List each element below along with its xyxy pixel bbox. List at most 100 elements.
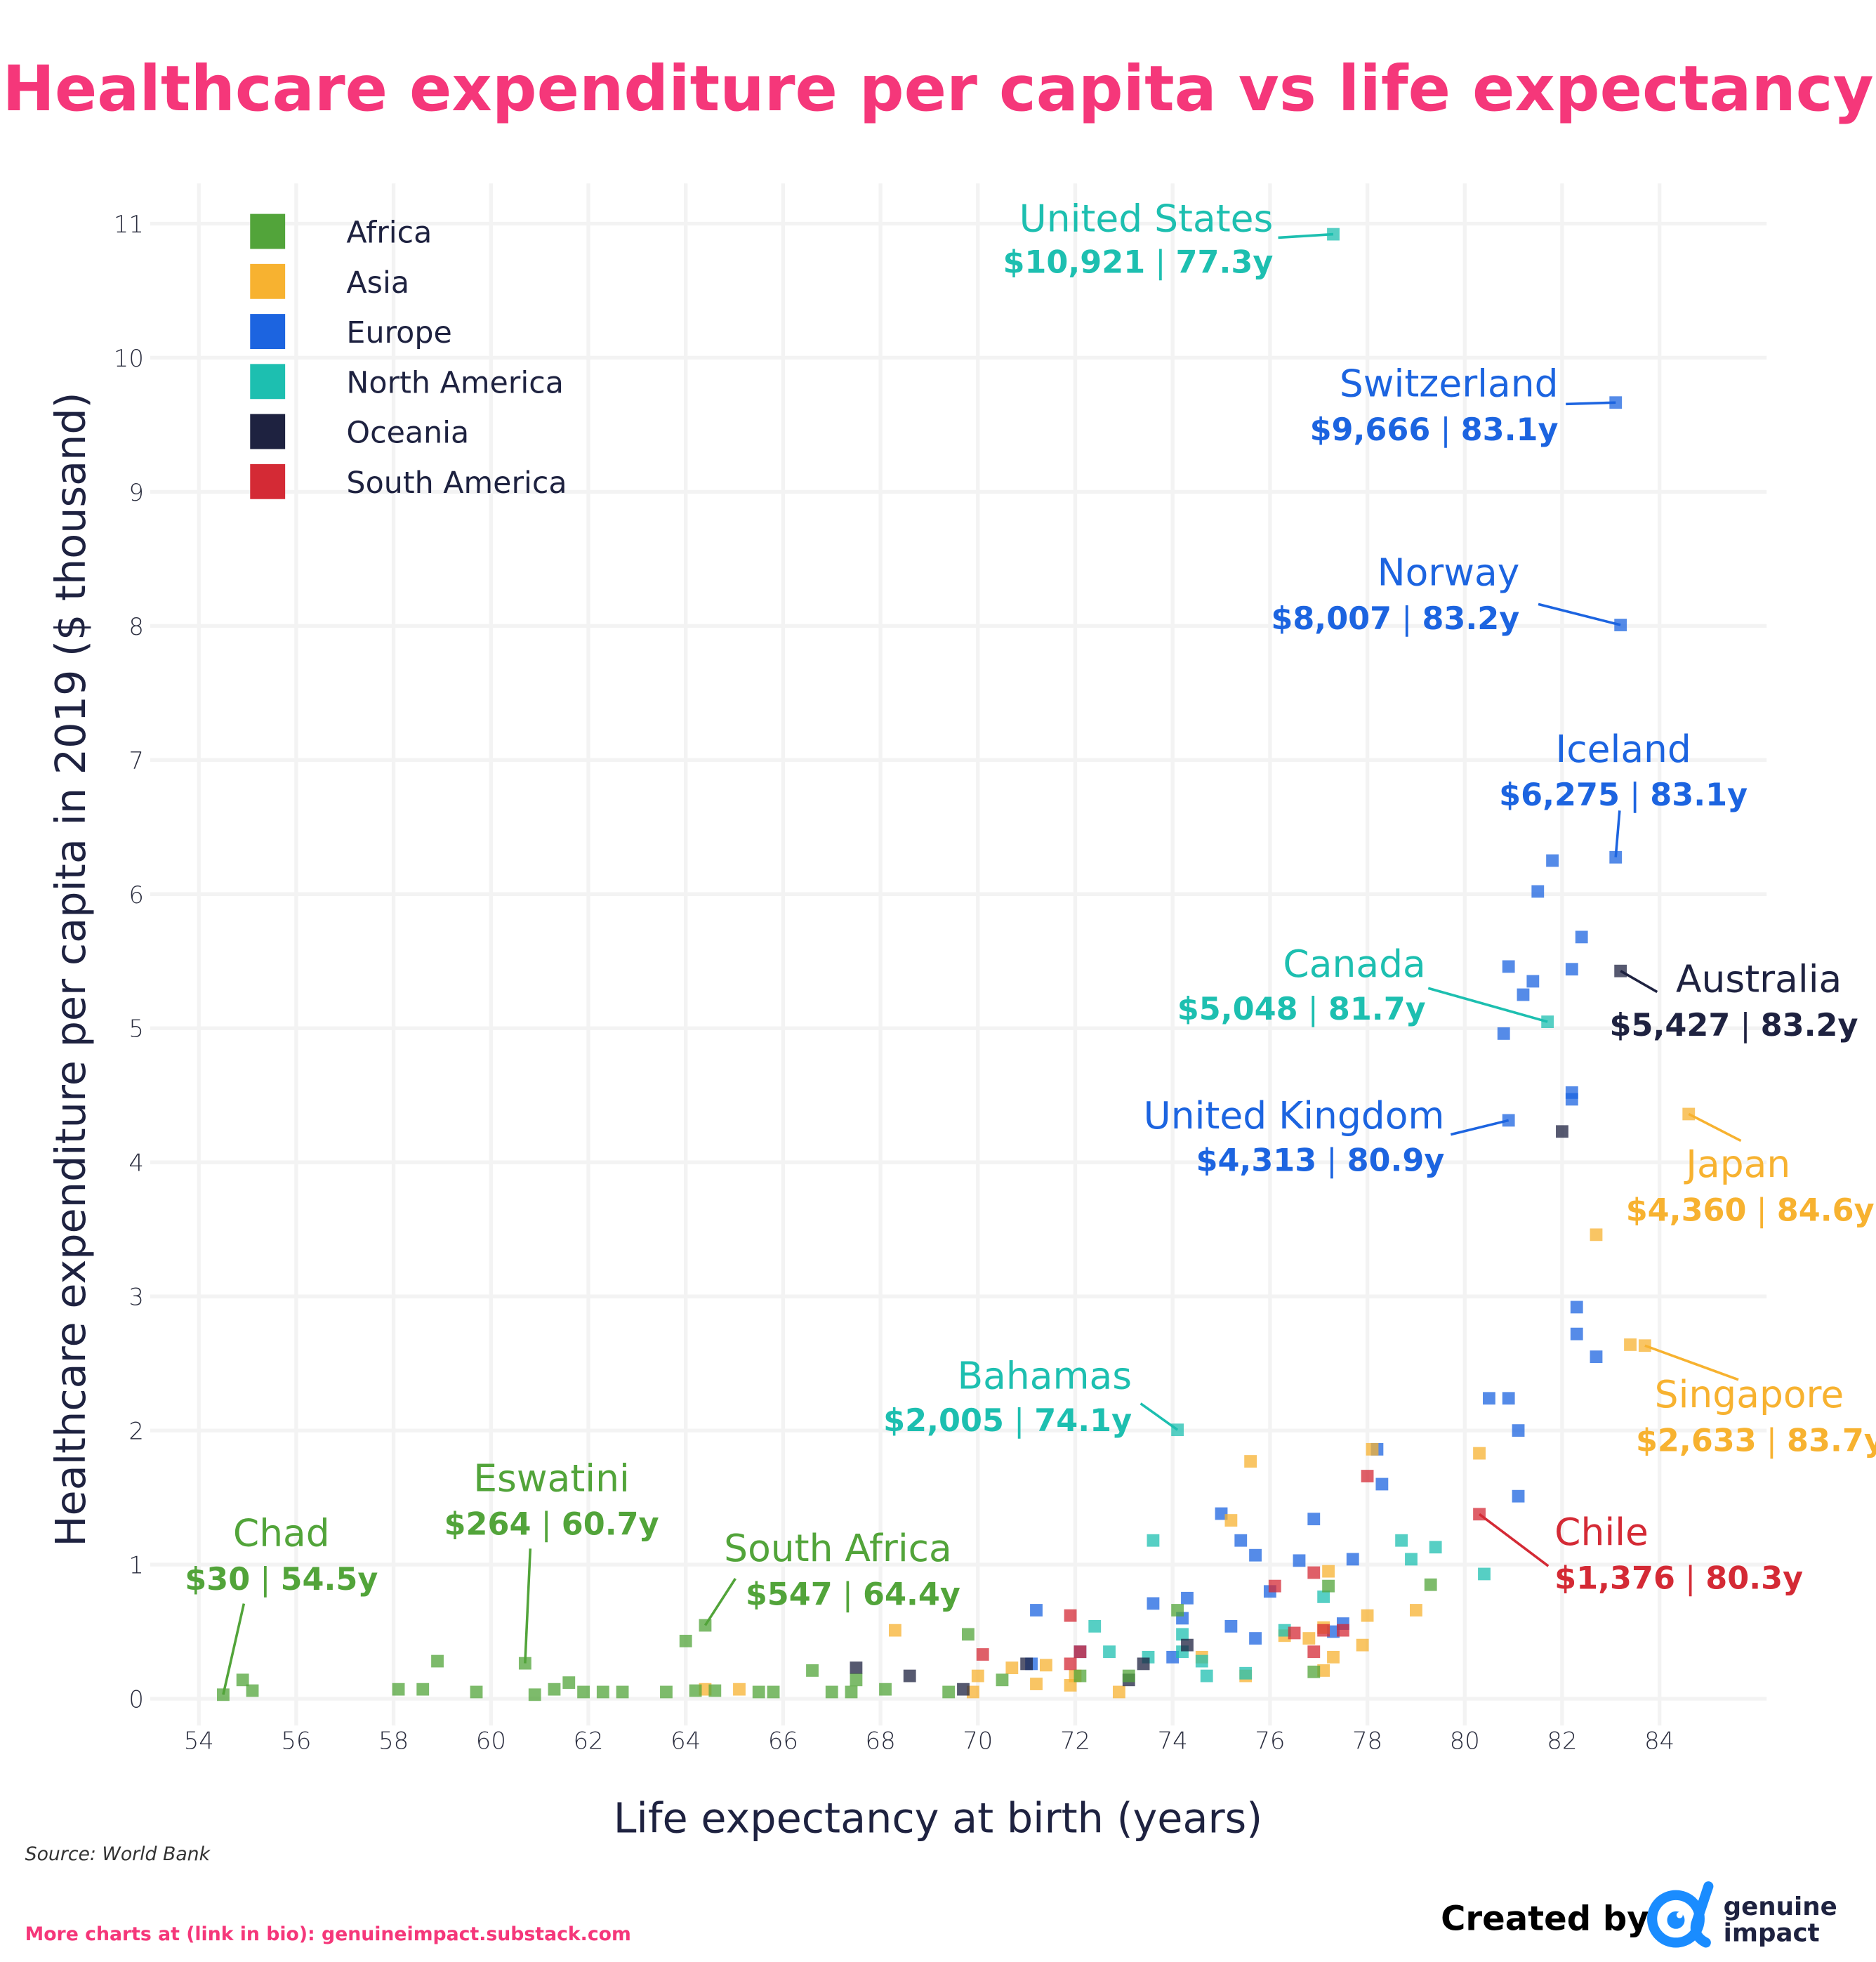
legend-label: South America <box>346 466 567 501</box>
annotation-values: $6,275 | 83.1y <box>1499 777 1748 813</box>
y-axis-label: Healthcare expenditure per capita in 201… <box>46 392 95 1546</box>
annotation-years: 83.2y <box>1422 600 1519 637</box>
y-tick-label: 10 <box>114 345 144 372</box>
x-tick-label: 74 <box>1158 1727 1188 1754</box>
annotation-iceland: Iceland $6,275 | 83.1y <box>1499 727 1748 857</box>
legend-swatch-south-america <box>250 463 286 499</box>
data-point-africa <box>528 1688 541 1701</box>
data-point-north-america <box>1088 1620 1102 1633</box>
annotation-leader-line <box>524 1548 532 1664</box>
annotation-canada: Canada $5,048 | 81.7y <box>1177 942 1548 1027</box>
annotation-separator: | <box>531 1506 561 1543</box>
data-point-oceania <box>850 1661 863 1675</box>
data-point-europe <box>1526 975 1540 988</box>
annotation-spend: $10,921 <box>1003 244 1145 280</box>
annotation-values: $4,360 | 84.6y <box>1626 1192 1875 1229</box>
y-tick-label: 2 <box>128 1418 144 1445</box>
annotation-spend: $6,275 <box>1499 777 1620 813</box>
data-point-africa <box>845 1685 858 1699</box>
data-point-south-america <box>1074 1645 1087 1659</box>
data-point-africa <box>942 1685 956 1699</box>
data-point-asia <box>1322 1565 1335 1578</box>
x-axis-ticks: 54 56 58 60 62 64 66 68 70 72 74 76 78 80 82 84 <box>184 1727 1674 1754</box>
annotation-country-name: Iceland <box>1555 727 1691 771</box>
data-point-europe <box>1147 1597 1160 1610</box>
annotation-years: 80.3y <box>1705 1560 1803 1596</box>
data-point-africa <box>1322 1579 1335 1593</box>
data-point-africa <box>548 1683 561 1696</box>
data-point-europe <box>1546 854 1559 867</box>
annotation-leader-line <box>1614 810 1621 857</box>
data-point-africa <box>392 1683 405 1696</box>
x-axis-label: Life expectancy at birth (years) <box>614 1794 1262 1843</box>
y-tick-label: 9 <box>128 479 144 506</box>
data-point-oceania <box>1020 1657 1033 1671</box>
data-point-africa <box>1074 1669 1087 1683</box>
x-tick-label: 54 <box>184 1727 214 1754</box>
data-point-europe <box>1293 1554 1306 1567</box>
data-point-africa <box>699 1619 712 1632</box>
annotation-leader-line <box>1478 1513 1550 1567</box>
data-point-south-america <box>1268 1579 1281 1593</box>
data-point-africa <box>416 1683 430 1696</box>
data-point-asia <box>1356 1638 1369 1652</box>
data-point-south-america <box>1307 1645 1321 1659</box>
data-point-asia <box>1302 1632 1316 1645</box>
annotation-values: $264 | 60.7y <box>444 1506 659 1543</box>
gridlines <box>150 183 1767 1726</box>
data-point-asia <box>1224 1514 1238 1527</box>
annotation-spend: $5,427 <box>1610 1007 1731 1043</box>
data-point-africa <box>1424 1578 1437 1591</box>
data-point-europe <box>1375 1477 1389 1491</box>
data-point-europe <box>1590 1350 1603 1363</box>
data-point-asia <box>888 1624 901 1637</box>
legend: Africa Asia Europe North America Oceania… <box>250 213 567 501</box>
y-tick-label: 1 <box>128 1552 144 1579</box>
annotation-country-name: Australia <box>1676 957 1842 1001</box>
annotation-spend: $2,005 <box>883 1402 1004 1439</box>
data-point-asia <box>1590 1228 1603 1242</box>
annotation-spend: $1,376 <box>1554 1560 1675 1596</box>
annotation-years: 77.3y <box>1176 244 1274 280</box>
y-tick-label: 5 <box>128 1015 144 1043</box>
data-point-south-america <box>1288 1626 1301 1640</box>
x-tick-label: 72 <box>1060 1727 1090 1754</box>
data-point-europe <box>1215 1507 1228 1520</box>
data-point-europe <box>1327 1625 1340 1638</box>
x-tick-label: 60 <box>476 1727 506 1754</box>
data-point-north-america <box>1195 1654 1208 1668</box>
annotation-values: $30 | 54.5y <box>185 1561 378 1598</box>
created-by-label: Created by <box>1441 1900 1649 1939</box>
annotation-years: 64.4y <box>863 1576 960 1612</box>
data-point-africa <box>1171 1604 1184 1617</box>
annotation-separator: | <box>1747 1192 1777 1229</box>
x-tick-label: 68 <box>866 1727 896 1754</box>
annotation-values: $5,427 | 83.2y <box>1610 1007 1858 1043</box>
data-point-africa <box>470 1685 483 1699</box>
data-point-europe <box>1565 1093 1578 1106</box>
data-point-africa <box>616 1685 629 1699</box>
annotation-leader-line <box>1538 603 1621 626</box>
annotation-leader-line <box>1450 1119 1510 1136</box>
data-point-africa <box>689 1684 702 1697</box>
annotation-values: $5,048 | 81.7y <box>1177 991 1426 1027</box>
annotation-spend: $30 <box>185 1561 250 1598</box>
legend-swatch-north-america <box>250 364 286 400</box>
annotation-leader-line <box>1140 1402 1179 1431</box>
annotation-separator: | <box>1145 244 1175 280</box>
data-point-north-america <box>1429 1541 1442 1554</box>
annotation-singapore: Singapore $2,633 | 83.7y <box>1636 1344 1876 1459</box>
annotation-separator: | <box>1430 412 1460 448</box>
annotation-spend: $547 <box>746 1576 833 1612</box>
data-point-africa <box>1307 1665 1321 1678</box>
data-point-africa <box>825 1685 838 1699</box>
annotation-values: $8,007 | 83.2y <box>1271 600 1519 637</box>
footer-link[interactable]: More charts at (link in bio): genuineimp… <box>25 1923 631 1945</box>
data-point-europe <box>1614 619 1627 631</box>
data-point-asia <box>1366 1442 1379 1456</box>
data-point-asia <box>1039 1659 1052 1672</box>
data-point-africa <box>996 1673 1009 1687</box>
legend-item-south-america: South America <box>250 463 567 501</box>
annotations: United States$10,921 | 77.3y Switzerland $… <box>185 197 1876 1695</box>
annotation-separator: | <box>1675 1560 1705 1596</box>
